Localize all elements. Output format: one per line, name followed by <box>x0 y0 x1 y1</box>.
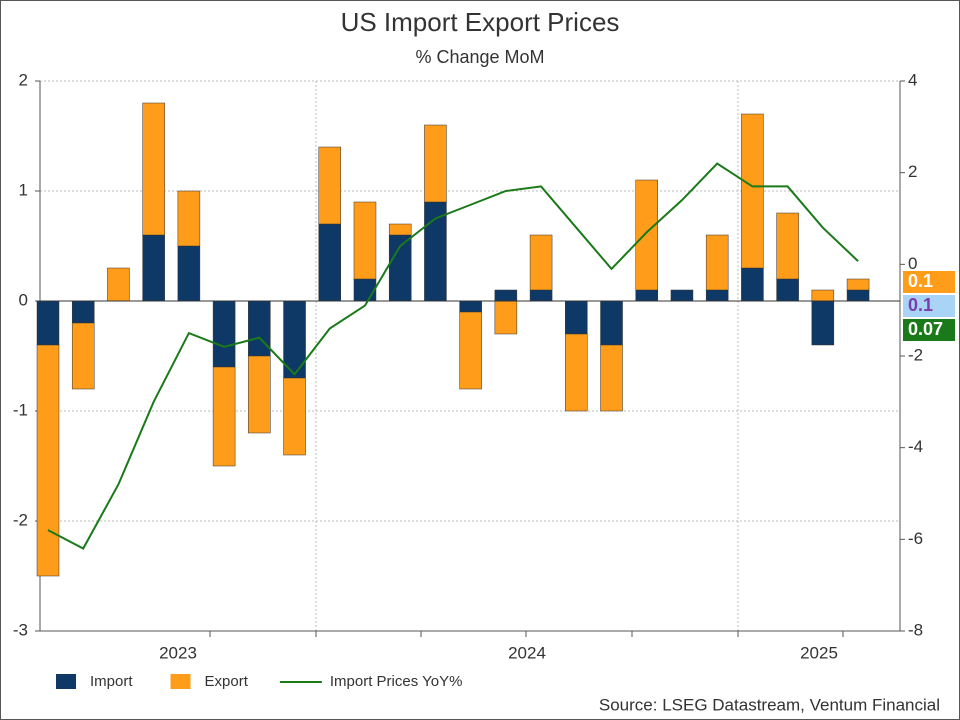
bar <box>600 344 623 412</box>
legend-swatch <box>170 674 191 689</box>
bar <box>635 289 658 302</box>
bar <box>459 300 482 313</box>
bar <box>459 311 482 390</box>
bar <box>529 289 553 302</box>
bar <box>529 234 553 291</box>
bar <box>494 289 518 302</box>
y-tick-label: 1 <box>19 180 28 199</box>
x-tick-label: 2025 <box>800 643 838 662</box>
last-value-tag <box>903 295 955 317</box>
bar <box>107 267 130 302</box>
y2-tick-label: 0 <box>908 254 917 273</box>
y-tick-label: -1 <box>13 400 28 419</box>
y-tick-label: -3 <box>13 620 28 639</box>
bar <box>705 289 729 302</box>
bar <box>741 113 764 269</box>
bar <box>424 124 447 203</box>
bar <box>36 344 60 577</box>
bar <box>71 300 95 324</box>
last-value-label: 0.1 <box>908 271 933 291</box>
bar <box>142 102 165 236</box>
x-tick-label: 2023 <box>159 643 197 662</box>
bar <box>353 201 377 280</box>
y2-tick-label: -6 <box>908 529 923 548</box>
bar <box>670 289 694 302</box>
bar <box>846 278 870 291</box>
bar <box>565 333 588 412</box>
y2-tick-label: -4 <box>908 437 923 456</box>
bar <box>776 278 799 302</box>
bar <box>283 377 306 456</box>
bar <box>353 278 377 302</box>
bar <box>388 223 412 236</box>
bar <box>177 245 201 302</box>
bar <box>177 190 201 247</box>
y2-tick-label: -2 <box>908 345 923 364</box>
bar <box>318 223 342 302</box>
bar <box>212 366 236 467</box>
chart-subtitle: % Change MoM <box>415 47 544 67</box>
legend-swatch <box>56 674 76 689</box>
bar <box>846 289 870 302</box>
bar <box>36 300 60 346</box>
source: Source: LSEG Datastream, Ventum Financia… <box>599 695 940 714</box>
line <box>47 162 859 550</box>
legend-label: Export <box>205 673 249 690</box>
x-tick-label: 2024 <box>508 643 546 662</box>
bar <box>741 267 764 302</box>
bar <box>212 300 236 368</box>
bar <box>705 234 729 291</box>
chart-title: US Import Export Prices <box>341 7 620 37</box>
y-tick-label: 0 <box>19 290 28 309</box>
bar <box>248 300 271 357</box>
bar <box>565 300 588 335</box>
bar <box>248 355 271 434</box>
y2-tick-label: -8 <box>908 620 923 639</box>
y-tick-label: -2 <box>13 510 28 529</box>
bar <box>318 146 342 225</box>
legend-label: Import <box>90 673 133 690</box>
legend-label: Import Prices YoY% <box>330 673 463 690</box>
bar <box>811 289 835 302</box>
last-value-tag <box>903 319 955 341</box>
y2-tick-label: 4 <box>908 70 917 89</box>
bar <box>424 201 447 302</box>
bar <box>635 179 658 291</box>
bar <box>494 300 518 335</box>
last-value-label: 0.1 <box>908 295 933 315</box>
bar <box>776 212 799 280</box>
last-value-label: 0.07 <box>908 319 943 339</box>
y2-tick-label: 2 <box>908 162 917 181</box>
bar <box>71 322 95 390</box>
bar <box>600 300 623 346</box>
bar <box>142 234 165 302</box>
bar <box>811 300 835 346</box>
y-tick-label: 2 <box>19 70 28 89</box>
last-value-tag <box>903 271 955 293</box>
